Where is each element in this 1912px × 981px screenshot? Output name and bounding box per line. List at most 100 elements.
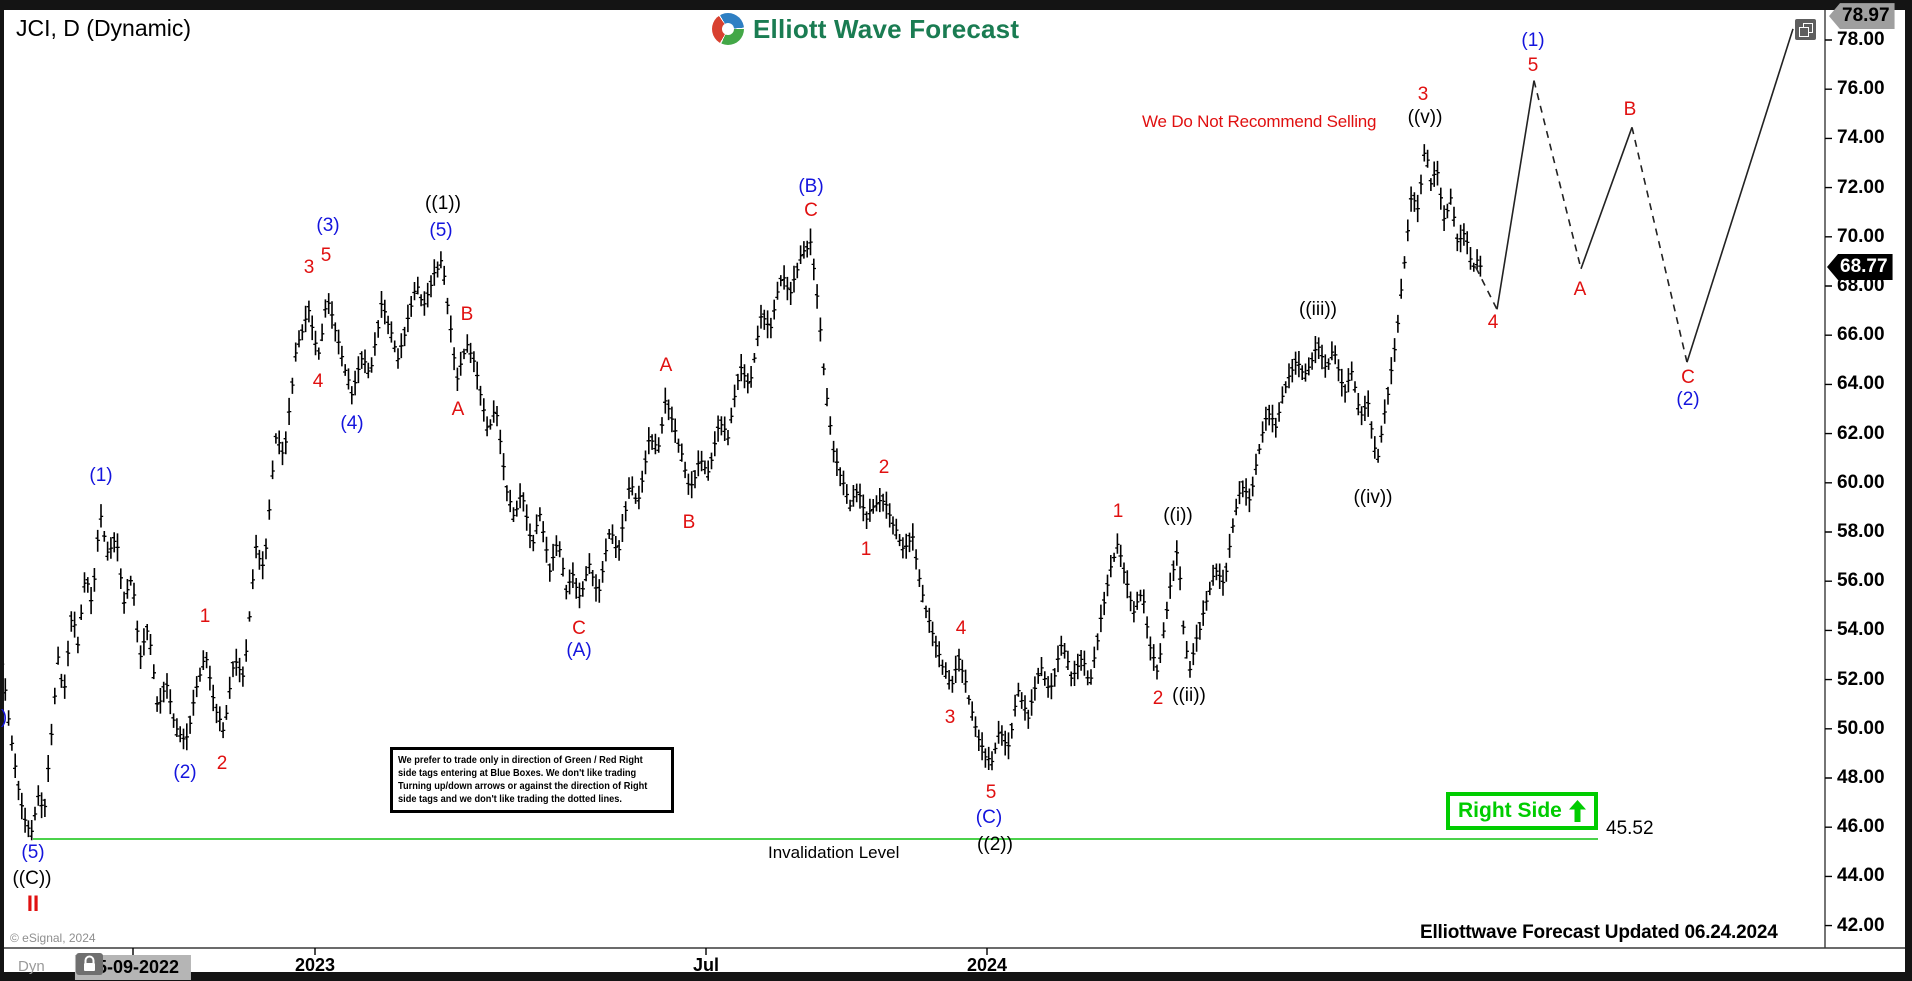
price-axis-tick-label: 64.00 bbox=[1837, 373, 1885, 395]
disclaimer-line: side tags entering at Blue Boxes. We don… bbox=[398, 767, 637, 779]
last-price-tag: 68.77 bbox=[1827, 254, 1893, 281]
disclaimer-line: Turning up/down arrows or against the di… bbox=[398, 780, 648, 792]
price-axis-tick-label: 54.00 bbox=[1837, 619, 1885, 641]
wave-label: ((v)) bbox=[1407, 107, 1443, 128]
price-axis-tick-label: 46.00 bbox=[1837, 816, 1885, 838]
wave-label: 2 bbox=[216, 753, 228, 774]
axis-tick-marks bbox=[132, 39, 1832, 955]
wave-label: II bbox=[26, 891, 40, 916]
wave-label: 3 bbox=[944, 707, 956, 728]
invalidation-level-label: Invalidation Level bbox=[768, 843, 900, 862]
wave-label: ((2)) bbox=[977, 834, 1013, 855]
wave-label: 5 bbox=[985, 782, 997, 803]
projected-high-price-tag: 78.97 bbox=[1829, 3, 1895, 30]
price-axis-tick-label: 66.00 bbox=[1837, 324, 1885, 346]
wave-label: 2 bbox=[878, 457, 890, 478]
wave-label: (B) bbox=[798, 176, 824, 197]
wave-label: 1 bbox=[1112, 501, 1124, 522]
time-axis-tick-label: 2023 bbox=[294, 955, 336, 975]
price-axis-tick-label: 74.00 bbox=[1837, 127, 1885, 149]
projection-solid-line bbox=[1686, 28, 1794, 363]
restore-window-icon[interactable] bbox=[1795, 19, 1816, 40]
update-note: Elliottwave Forecast Updated 06.24.2024 bbox=[1420, 922, 1778, 943]
time-axis-tick-label: Jul bbox=[692, 955, 720, 975]
wave-label: A bbox=[451, 399, 465, 420]
wave-label: ((1)) bbox=[425, 193, 461, 214]
wave-label: 3 bbox=[1417, 84, 1429, 105]
price-axis-tick-label: 58.00 bbox=[1837, 521, 1885, 542]
projection-solid-line bbox=[1580, 127, 1633, 270]
window-top-border bbox=[0, 0, 1912, 10]
esignal-credit: © eSignal, 2024 bbox=[10, 931, 96, 945]
projection-dashed-line bbox=[1475, 267, 1498, 310]
no-sell-note: We Do Not Recommend Selling bbox=[1142, 112, 1377, 131]
wave-label: 1 bbox=[860, 539, 872, 560]
wave-label: 1 bbox=[199, 606, 211, 627]
price-axis-tick-label: 78.00 bbox=[1837, 29, 1885, 50]
projection-solid-line bbox=[1496, 80, 1535, 310]
wave-label: (2) bbox=[1676, 389, 1700, 410]
wave-label: B bbox=[1623, 99, 1637, 120]
disclaimer-line: side tags and we don't like trading the … bbox=[398, 793, 622, 805]
projection-dashed-line bbox=[1533, 80, 1582, 269]
symbol-title: JCI, D (Dynamic) bbox=[16, 15, 192, 41]
price-axis-tick-label: 52.00 bbox=[1837, 668, 1885, 690]
wave-label: (3) bbox=[316, 215, 340, 236]
right-side-badge: Right Side bbox=[1446, 792, 1598, 830]
wave-label: C bbox=[1681, 367, 1695, 388]
wave-label: (1) bbox=[89, 465, 113, 486]
restore-glyph-front bbox=[1799, 27, 1809, 37]
wave-label: (5) bbox=[21, 842, 45, 863]
wave-label: 2 bbox=[1152, 688, 1164, 709]
wave-label: 5 bbox=[320, 245, 332, 266]
time-axis-tick-label: 2024 bbox=[966, 955, 1008, 975]
wave-label: B bbox=[460, 304, 474, 325]
price-axis-tick-label: 70.00 bbox=[1837, 225, 1885, 247]
axis-frame bbox=[4, 10, 1905, 949]
wave-label: (4) bbox=[340, 413, 364, 434]
brand-name: Elliott Wave Forecast bbox=[753, 13, 1020, 44]
wave-label: ((i)) bbox=[1163, 505, 1193, 526]
lock-icon[interactable] bbox=[76, 953, 103, 975]
price-axis-tick-label: 44.00 bbox=[1837, 865, 1885, 887]
window-left-border bbox=[0, 10, 4, 972]
wave-label: (A) bbox=[566, 640, 592, 661]
wave-label: (1) bbox=[1521, 30, 1545, 51]
wave-label: 4 bbox=[312, 371, 324, 392]
dyn-mode-label[interactable]: Dyn bbox=[18, 958, 45, 975]
price-axis-tick-label: 56.00 bbox=[1837, 570, 1885, 592]
price-axis-tick-label: 50.00 bbox=[1837, 717, 1885, 739]
projection-dashed-line bbox=[1631, 127, 1688, 363]
wave-label: (2) bbox=[173, 762, 197, 783]
price-axis-tick-label: 72.00 bbox=[1837, 176, 1885, 198]
wave-label: ((iii)) bbox=[1299, 299, 1337, 320]
wave-label: A bbox=[659, 355, 673, 376]
wave-label: (5) bbox=[429, 220, 453, 241]
price-axis-tick-label: 76.00 bbox=[1837, 78, 1885, 100]
wave-label: 3 bbox=[303, 257, 315, 278]
right-side-text: Right Side bbox=[1458, 799, 1562, 822]
price-axis-tick-label: 68.00 bbox=[1837, 275, 1885, 296]
up-arrow-icon bbox=[1568, 800, 1586, 822]
wave-label: ) bbox=[0, 707, 8, 728]
price-axis-tick-label: 42.00 bbox=[1837, 914, 1885, 936]
wave-label: ((iv)) bbox=[1353, 487, 1393, 508]
wave-label: C bbox=[572, 618, 586, 639]
window-bottom-border bbox=[0, 972, 1912, 981]
wave-label: ((ii)) bbox=[1172, 685, 1206, 706]
wave-label: ((C)) bbox=[12, 868, 52, 889]
disclaimer-line: We prefer to trade only in direction of … bbox=[398, 754, 643, 766]
window-right-border bbox=[1905, 10, 1912, 972]
price-axis-tick-label: 48.00 bbox=[1837, 767, 1885, 788]
ohlc-bars bbox=[1, 144, 1482, 841]
wave-label: A bbox=[1573, 279, 1587, 300]
wave-label: 4 bbox=[1487, 312, 1499, 333]
brand-logo: Elliott Wave Forecast bbox=[712, 13, 1019, 45]
wave-label: 5 bbox=[1527, 55, 1539, 76]
price-axis-tick-label: 62.00 bbox=[1837, 422, 1885, 444]
invalidation-price-label: 45.52 bbox=[1606, 818, 1654, 839]
wave-label: B bbox=[682, 512, 696, 533]
wave-label: 4 bbox=[955, 618, 967, 639]
